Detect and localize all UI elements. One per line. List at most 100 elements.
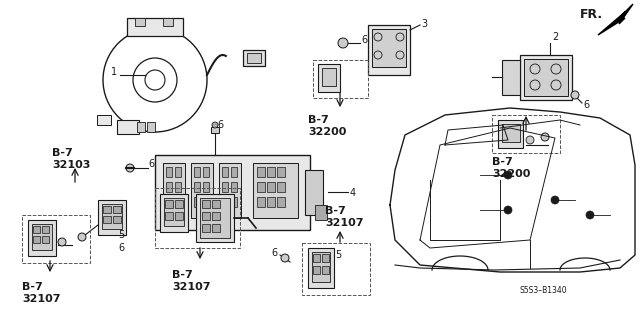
- Text: 6: 6: [118, 243, 124, 253]
- Bar: [231, 167, 237, 177]
- Bar: [502, 60, 520, 95]
- Text: B-7
32107: B-7 32107: [325, 206, 364, 227]
- Bar: [202, 212, 210, 220]
- Bar: [155, 188, 240, 248]
- Bar: [166, 197, 172, 207]
- Bar: [102, 204, 122, 229]
- Bar: [175, 212, 183, 220]
- Bar: [28, 220, 56, 256]
- Text: 1: 1: [111, 67, 117, 77]
- Bar: [302, 243, 370, 295]
- Text: B-7
32107: B-7 32107: [172, 270, 211, 292]
- Text: 6: 6: [583, 100, 589, 110]
- Bar: [42, 236, 49, 243]
- Polygon shape: [598, 4, 633, 35]
- Bar: [492, 115, 560, 153]
- Bar: [137, 122, 145, 132]
- Bar: [194, 197, 200, 207]
- Bar: [113, 206, 121, 213]
- Bar: [222, 167, 228, 177]
- Bar: [42, 226, 49, 233]
- Bar: [322, 68, 336, 86]
- Bar: [368, 25, 410, 75]
- Bar: [166, 182, 172, 192]
- Circle shape: [58, 238, 66, 246]
- Text: 6: 6: [272, 248, 278, 258]
- Bar: [267, 182, 275, 192]
- Bar: [243, 50, 265, 66]
- Bar: [212, 212, 220, 220]
- Circle shape: [586, 211, 594, 219]
- Text: B-7
32107: B-7 32107: [22, 282, 61, 304]
- Text: S5S3–B1340: S5S3–B1340: [520, 286, 568, 295]
- Text: 6: 6: [217, 120, 223, 130]
- Text: FR.: FR.: [580, 8, 603, 21]
- Bar: [222, 197, 228, 207]
- Bar: [165, 200, 173, 208]
- Bar: [267, 167, 275, 177]
- Bar: [277, 197, 285, 207]
- Bar: [267, 197, 275, 207]
- Text: 2: 2: [552, 32, 558, 42]
- Text: 4: 4: [350, 188, 356, 198]
- Bar: [98, 200, 126, 235]
- Bar: [305, 170, 323, 215]
- Bar: [308, 248, 334, 288]
- Bar: [231, 182, 237, 192]
- Bar: [32, 224, 52, 250]
- Bar: [135, 18, 145, 26]
- Bar: [257, 182, 265, 192]
- Bar: [103, 216, 111, 223]
- Bar: [222, 182, 228, 192]
- Text: 5: 5: [118, 230, 124, 240]
- Bar: [524, 59, 568, 96]
- Circle shape: [526, 136, 534, 144]
- Bar: [191, 163, 213, 218]
- Circle shape: [338, 38, 348, 48]
- Bar: [163, 163, 185, 218]
- Circle shape: [126, 164, 134, 172]
- Bar: [165, 212, 173, 220]
- Bar: [155, 155, 310, 230]
- Bar: [175, 182, 181, 192]
- Bar: [313, 60, 368, 98]
- Bar: [498, 120, 523, 148]
- Bar: [219, 163, 241, 218]
- Bar: [257, 167, 265, 177]
- Bar: [257, 197, 265, 207]
- Bar: [147, 122, 155, 132]
- Bar: [163, 18, 173, 26]
- Bar: [212, 224, 220, 232]
- Bar: [315, 205, 327, 220]
- Bar: [502, 124, 520, 142]
- Circle shape: [504, 171, 512, 179]
- Bar: [312, 252, 330, 282]
- Bar: [33, 226, 40, 233]
- Bar: [97, 115, 111, 125]
- Text: B-7
32200: B-7 32200: [492, 157, 531, 179]
- Bar: [175, 197, 181, 207]
- Bar: [113, 216, 121, 223]
- Bar: [520, 55, 572, 100]
- Circle shape: [571, 91, 579, 99]
- Circle shape: [504, 206, 512, 214]
- Bar: [175, 200, 183, 208]
- Bar: [103, 206, 111, 213]
- Bar: [277, 167, 285, 177]
- Bar: [200, 198, 230, 238]
- Text: 6: 6: [361, 35, 367, 45]
- Bar: [196, 194, 234, 242]
- Bar: [212, 200, 220, 208]
- Bar: [22, 215, 90, 263]
- Bar: [117, 120, 139, 134]
- Text: B-7
32200: B-7 32200: [308, 115, 346, 137]
- Bar: [164, 198, 184, 226]
- Bar: [247, 53, 261, 63]
- Bar: [194, 167, 200, 177]
- Bar: [211, 127, 219, 133]
- Text: 3: 3: [421, 19, 427, 29]
- Bar: [231, 197, 237, 207]
- Bar: [203, 197, 209, 207]
- Bar: [253, 163, 298, 218]
- Circle shape: [551, 196, 559, 204]
